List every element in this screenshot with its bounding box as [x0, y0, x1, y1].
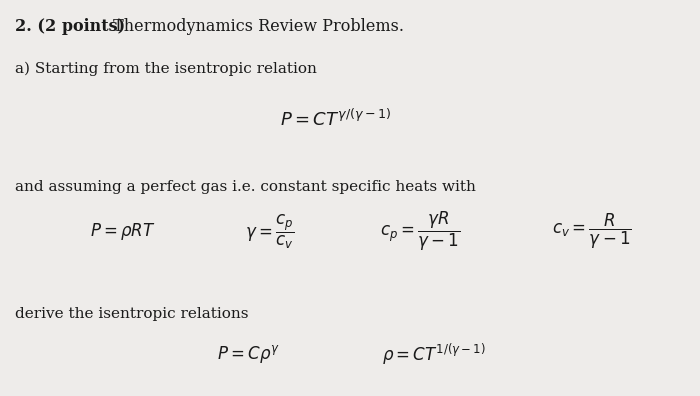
Text: $c_v = \dfrac{R}{\gamma - 1}$: $c_v = \dfrac{R}{\gamma - 1}$	[552, 212, 631, 251]
Text: 2. (2 points): 2. (2 points)	[15, 18, 125, 35]
Text: $\gamma = \dfrac{c_p}{c_v}$: $\gamma = \dfrac{c_p}{c_v}$	[245, 213, 294, 251]
Text: derive the isentropic relations: derive the isentropic relations	[15, 307, 249, 321]
Text: and assuming a perfect gas i.e. constant specific heats with: and assuming a perfect gas i.e. constant…	[15, 180, 476, 194]
Text: $\rho = CT^{1/(\gamma-1)}$: $\rho = CT^{1/(\gamma-1)}$	[382, 342, 486, 367]
Text: $c_p = \dfrac{\gamma R}{\gamma - 1}$: $c_p = \dfrac{\gamma R}{\gamma - 1}$	[380, 210, 460, 253]
Text: $P = C\rho^{\gamma}$: $P = C\rho^{\gamma}$	[217, 343, 280, 366]
Text: Thermodynamics Review Problems.: Thermodynamics Review Problems.	[108, 18, 405, 35]
Text: a) Starting from the isentropic relation: a) Starting from the isentropic relation	[15, 61, 317, 76]
Text: $P = \rho RT$: $P = \rho RT$	[90, 221, 155, 242]
Text: $P = CT^{\gamma/(\gamma-1)}$: $P = CT^{\gamma/(\gamma-1)}$	[281, 108, 391, 129]
